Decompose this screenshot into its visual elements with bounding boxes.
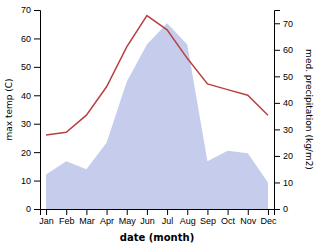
tick-label: 20: [21, 148, 31, 158]
axis-line: [41, 210, 275, 216]
tick-label: Nov: [240, 216, 257, 226]
tick-label: 0: [283, 204, 288, 214]
tick-label: Feb: [59, 216, 75, 226]
tick-mark: [66, 209, 67, 215]
tick-label: 60: [283, 45, 293, 55]
tick: 20: [21, 148, 40, 158]
tick-label: Dec: [260, 216, 277, 226]
tick: Nov: [240, 209, 257, 226]
tick: Feb: [59, 209, 75, 226]
tick: 60: [274, 45, 293, 55]
tick: May: [119, 209, 137, 226]
tick-label: 10: [283, 178, 293, 188]
tick-mark: [34, 95, 40, 96]
y-axis: 0 10 20 30 40 50 60 70: [21, 5, 41, 214]
tick: Apr: [100, 209, 114, 226]
tick-mark: [274, 209, 280, 210]
tick-mark: [34, 124, 40, 125]
tick-label: 30: [21, 119, 31, 129]
tick-mark: [268, 209, 269, 215]
tick-label: Sep: [200, 216, 216, 226]
tick-mark: [46, 209, 47, 215]
tick: Dec: [260, 209, 277, 226]
y2-axis-title: med. precipitation (kg/m2): [304, 49, 314, 170]
tick-mark: [274, 50, 280, 51]
tick: 50: [21, 62, 40, 72]
chart: Jan Feb Mar Apr MayJun Jul Aug Sep Oct NovDec 0 10 2…: [0, 0, 318, 247]
tick: 40: [21, 91, 40, 101]
tick-mark: [34, 181, 40, 182]
tick-mark: [187, 209, 188, 215]
tick-label: May: [119, 216, 137, 226]
tick-label: Jun: [140, 216, 155, 226]
axis-line: [275, 11, 281, 210]
tick-label: 50: [283, 72, 293, 82]
tick-mark: [274, 23, 280, 24]
tick-mark: [274, 129, 280, 130]
tick: 30: [21, 119, 40, 129]
tick: 30: [274, 125, 293, 135]
tick-label: 20: [283, 151, 293, 161]
tick-mark: [274, 156, 280, 157]
tick: Oct: [221, 209, 236, 226]
tick-mark: [274, 103, 280, 104]
tick-mark: [107, 209, 108, 215]
tick: 10: [274, 178, 293, 188]
tick: Jun: [140, 209, 155, 226]
y2-axis: 0 10 20 30 40 50 60 70: [274, 11, 293, 215]
tick-mark: [274, 182, 280, 183]
tick-mark: [248, 209, 249, 215]
tick-label: 10: [21, 176, 31, 186]
tick-label: 70: [21, 5, 31, 15]
tick-mark: [274, 76, 280, 77]
tick-mark: [34, 67, 40, 68]
tick-mark: [147, 209, 148, 215]
tick: Jul: [162, 209, 174, 226]
tick: 40: [274, 98, 293, 108]
tick-label: 60: [21, 34, 31, 44]
tick-label: Jul: [162, 216, 174, 226]
y-axis-title: max temp (C): [4, 78, 14, 140]
tick-mark: [34, 38, 40, 39]
tick: Jan: [39, 209, 54, 226]
area: [46, 23, 268, 209]
tick-mark: [86, 209, 87, 215]
tick: Mar: [79, 209, 95, 226]
tick: 10: [21, 176, 40, 186]
tick-label: 0: [26, 204, 31, 214]
tick-mark: [34, 152, 40, 153]
x-axis-title: date (month): [120, 232, 194, 243]
tick-mark: [127, 209, 128, 215]
axis-line: [34, 11, 41, 210]
tick: 0: [274, 204, 288, 214]
tick-mark: [34, 10, 40, 11]
tick-mark: [228, 209, 229, 215]
tick: 20: [274, 151, 293, 161]
marks: [46, 16, 268, 209]
tick-label: Mar: [79, 216, 95, 226]
tick: 70: [274, 19, 293, 29]
tick-label: Oct: [221, 216, 236, 226]
x-axis: Jan Feb Mar Apr MayJun Jul Aug Sep Oct NovDec: [39, 209, 277, 226]
tick: 70: [21, 5, 40, 15]
tick-label: Jan: [39, 216, 54, 226]
tick-label: Aug: [180, 216, 196, 226]
tick-mark: [207, 209, 208, 215]
tick-label: 50: [21, 62, 31, 72]
tick: Aug: [180, 209, 196, 226]
tick-label: 30: [283, 125, 293, 135]
line: [46, 16, 268, 135]
tick-mark: [34, 209, 40, 210]
tick: 60: [21, 34, 40, 44]
tick: Sep: [200, 209, 216, 226]
tick-label: 40: [283, 98, 293, 108]
tick-mark: [167, 209, 168, 215]
tick-label: 40: [21, 91, 31, 101]
tick-label: Apr: [100, 216, 114, 226]
tick: 0: [26, 204, 40, 214]
tick: 50: [274, 72, 293, 82]
plot: Jan Feb Mar Apr MayJun Jul Aug Sep Oct NovDec 0 10 2…: [4, 5, 314, 243]
tick-label: 70: [283, 19, 293, 29]
